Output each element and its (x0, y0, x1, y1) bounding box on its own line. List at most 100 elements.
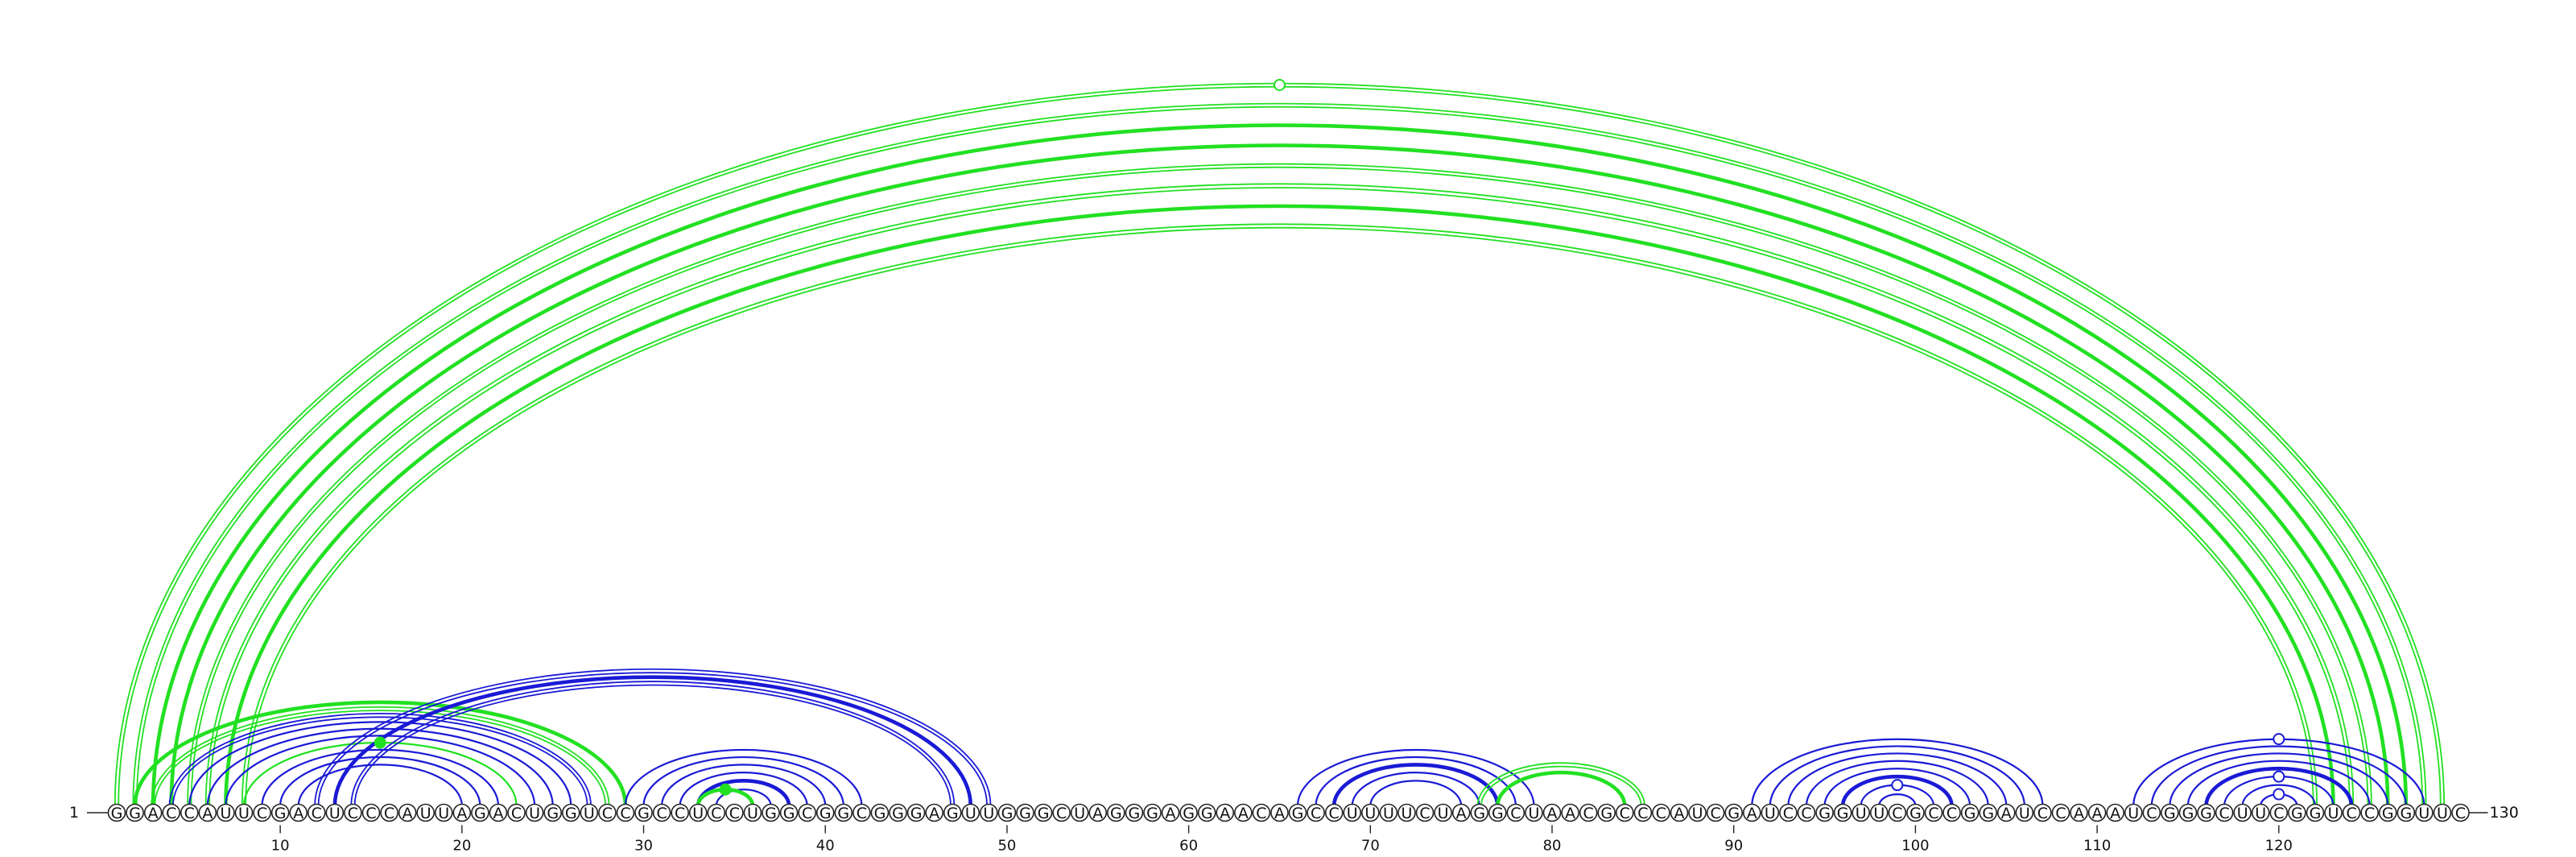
svg-text:U: U (1438, 805, 1449, 822)
svg-text:G: G (1728, 805, 1740, 822)
arc-2-128 (132, 102, 2427, 806)
svg-text:C: C (857, 805, 867, 822)
svg-text:C: C (1892, 805, 1902, 822)
svg-text:U: U (1364, 805, 1376, 822)
svg-text:G: G (819, 805, 832, 822)
nucleotide-78: C (1506, 803, 1525, 822)
svg-text:G: G (1837, 805, 1849, 822)
svg-text:C: C (1801, 805, 1811, 822)
svg-text:U: U (1528, 805, 1539, 822)
nucleotide-11: A (289, 803, 308, 822)
nucleotide-121: G (2288, 803, 2306, 822)
svg-text:C: C (1256, 805, 1266, 822)
nucleotide-126: G (2378, 803, 2397, 822)
svg-text:U: U (692, 805, 704, 822)
nucleotide-115: G (2178, 803, 2198, 822)
svg-text:G: G (892, 805, 904, 822)
svg-text:A: A (1456, 805, 1467, 822)
svg-text:U: U (1383, 805, 1394, 822)
arc-4-126 (169, 143, 2390, 806)
svg-text:U: U (2437, 805, 2448, 822)
svg-text:A: A (202, 805, 213, 822)
nucleotide-67: C (1307, 803, 1325, 822)
nucleotide-82: C (1579, 803, 1598, 822)
svg-text:U: U (220, 805, 231, 822)
svg-text:A: A (293, 805, 303, 822)
tick-20: 20 (452, 825, 471, 855)
nucleotide-77: G (1488, 803, 1507, 822)
svg-text:A: A (2110, 805, 2120, 822)
svg-text:U: U (1856, 805, 1867, 822)
nucleotide-33: U (688, 803, 708, 822)
svg-text:C: C (1656, 805, 1666, 822)
nucleotide-122: G (2306, 803, 2325, 822)
svg-text:U: U (238, 805, 250, 822)
nucleotide-32: C (671, 803, 689, 822)
nucleotide-54: U (1070, 803, 1089, 822)
svg-text:U: U (2128, 805, 2139, 822)
svg-text:C: C (656, 805, 667, 822)
svg-text:G: G (129, 805, 141, 822)
nucleotide-72: U (1397, 803, 1416, 822)
nucleotide-14: C (344, 803, 362, 822)
nucleotide-96: G (1833, 803, 1852, 822)
svg-text:C: C (2037, 805, 2048, 822)
svg-text:U: U (329, 805, 341, 822)
svg-text:C: C (675, 805, 685, 822)
nucleotide-70: U (1361, 803, 1380, 822)
tick-60: 60 (1179, 825, 1198, 855)
nucleotide-76: G (1470, 803, 1489, 822)
svg-text:U: U (2237, 805, 2248, 822)
svg-text:C: C (166, 805, 176, 822)
position-axis: 10 20 30 40 50 60 70 80 90 100 110 120 (271, 825, 2293, 855)
nucleotide-99: C (1888, 803, 1907, 822)
svg-text:G: G (1964, 805, 1976, 822)
svg-text:U: U (983, 805, 994, 822)
nucleotide-83: G (1597, 803, 1616, 822)
svg-text:U: U (1873, 805, 1885, 822)
base-pair-arcs (114, 82, 2446, 806)
svg-text:A: A (1166, 805, 1176, 822)
nucleotide-8: U (234, 803, 254, 822)
svg-text:C: C (2364, 805, 2375, 822)
svg-text:A: A (1238, 805, 1249, 822)
svg-text:C: C (348, 805, 358, 822)
nucleotide-51: G (1016, 803, 1034, 822)
tick-80: 80 (1543, 825, 1561, 855)
arc-91-107 (1751, 738, 2044, 806)
svg-text:G: G (2310, 805, 2322, 822)
nucleotide-64: C (1252, 803, 1271, 822)
nucleotide-107: C (2033, 803, 2052, 822)
nucleotide-37: G (762, 803, 780, 822)
svg-text:A: A (148, 805, 159, 822)
svg-text:C: C (365, 805, 376, 822)
nucleotide-124: C (2342, 803, 2361, 822)
nucleotide-91: A (1743, 803, 1761, 822)
nucleotide-35: C (725, 803, 744, 822)
nucleotide-117: C (2215, 803, 2234, 822)
svg-text:G: G (1146, 805, 1158, 822)
svg-text:G: G (837, 805, 849, 822)
nucleotide-84: C (1616, 803, 1634, 822)
nucleotide-114: G (2161, 803, 2179, 822)
arc-3-28 (151, 706, 610, 806)
arc-6-124 (204, 183, 2355, 806)
svg-text:G: G (1001, 805, 1013, 822)
nucleotide-127: G (2396, 803, 2416, 822)
svg-text:C: C (711, 805, 721, 822)
svg-text:C: C (1311, 805, 1321, 822)
tick-label-10: 10 (271, 838, 290, 855)
arc-98-100 (1878, 793, 1917, 806)
arc-marker-33-36 (719, 783, 732, 796)
nucleotide-29: C (616, 803, 635, 822)
tick-label-30: 30 (634, 838, 653, 855)
svg-text:G: G (874, 805, 886, 822)
arc-11-20 (297, 764, 463, 806)
svg-text:A: A (1092, 805, 1103, 822)
nucleotide-5: C (180, 803, 199, 822)
arc-14-47 (350, 681, 956, 806)
svg-text:U: U (1765, 805, 1776, 822)
arc-32-39 (679, 772, 808, 806)
nucleotide-56: G (1107, 803, 1125, 822)
